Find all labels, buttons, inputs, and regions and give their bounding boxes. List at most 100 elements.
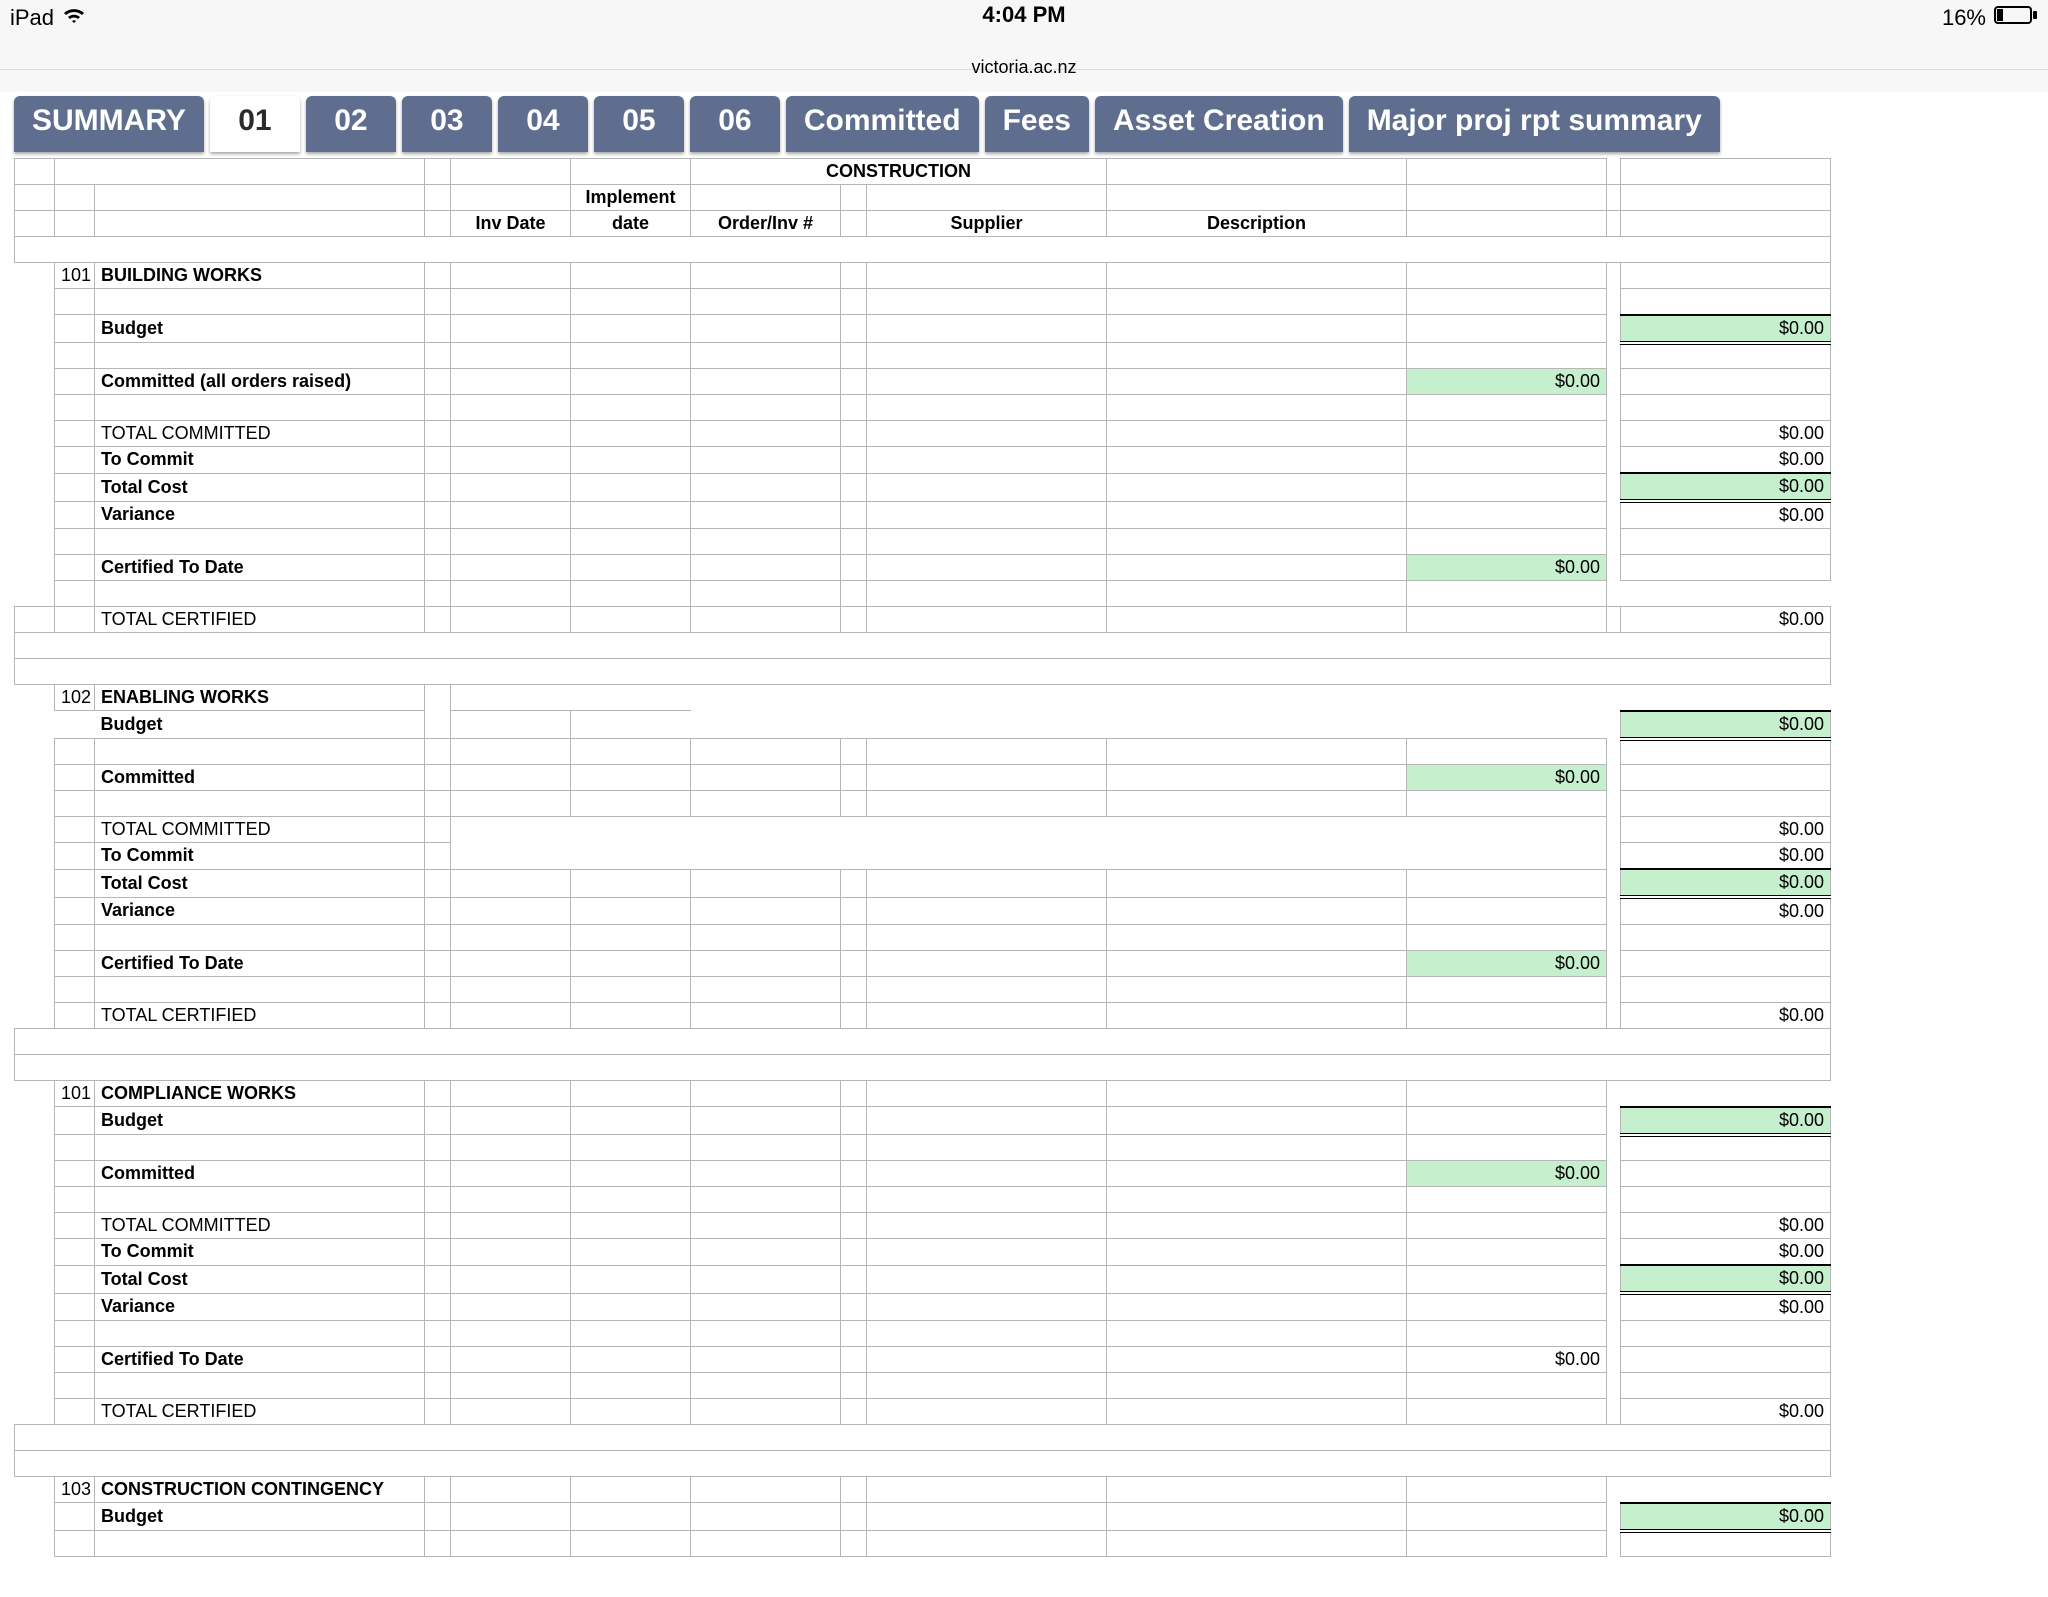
row-variance: Variance $0.00 bbox=[15, 501, 1831, 529]
row-committed: Committed $0.00 bbox=[15, 765, 1831, 791]
hdr-supplier: Supplier bbox=[867, 211, 1107, 237]
row-to-commit: To Commit $0.00 bbox=[15, 1239, 1831, 1266]
section-code: 102 bbox=[55, 685, 95, 711]
label-to-commit: To Commit bbox=[95, 1239, 425, 1266]
section-header: 102 ENABLING WORKS bbox=[15, 685, 1831, 711]
construction-table[interactable]: CONSTRUCTION Implement Inv Date date Ord… bbox=[14, 158, 1831, 1557]
val-total-committed: $0.00 bbox=[1621, 817, 1831, 843]
section-header: 101 COMPLIANCE WORKS bbox=[15, 1081, 1831, 1107]
clock-time: 4:04 PM bbox=[0, 4, 2048, 26]
worksheet-tab-bar: SUMMARY 01 02 03 04 05 06 Committed Fees… bbox=[0, 92, 2048, 158]
row-budget: Budget $0.00 bbox=[15, 1503, 1831, 1531]
val-total-committed: $0.00 bbox=[1621, 1213, 1831, 1239]
browser-chrome: 4:04 PM victoria.ac.nz bbox=[0, 36, 2048, 70]
row-to-commit: To Commit $0.00 bbox=[15, 447, 1831, 474]
label-total-cost: Total Cost bbox=[95, 869, 425, 897]
label-total-committed: TOTAL COMMITTED bbox=[95, 1213, 425, 1239]
val-total-cost: $0.00 bbox=[1621, 869, 1831, 897]
section-title: BUILDING WORKS bbox=[95, 263, 425, 289]
label-certified: Certified To Date bbox=[95, 555, 425, 581]
val-total-committed: $0.00 bbox=[1621, 421, 1831, 447]
label-variance: Variance bbox=[95, 501, 425, 529]
sheet-title: CONSTRUCTION bbox=[691, 159, 1107, 185]
tab-committed[interactable]: Committed bbox=[786, 96, 979, 152]
val-budget: $0.00 bbox=[1621, 711, 1831, 739]
label-budget: Budget bbox=[95, 711, 425, 739]
label-certified: Certified To Date bbox=[95, 951, 425, 977]
hdr-order-inv: Order/Inv # bbox=[691, 211, 841, 237]
row-certified-to-date: Certified To Date $0.00 bbox=[15, 951, 1831, 977]
val-budget: $0.00 bbox=[1621, 1503, 1831, 1531]
row-certified-to-date: Certified To Date $0.00 bbox=[15, 1347, 1831, 1373]
tab-04[interactable]: 04 bbox=[498, 96, 588, 152]
label-committed: Committed bbox=[95, 1161, 425, 1187]
val-total-certified: $0.00 bbox=[1621, 607, 1831, 633]
section-header: 103 CONSTRUCTION CONTINGENCY bbox=[15, 1477, 1831, 1503]
tab-06[interactable]: 06 bbox=[690, 96, 780, 152]
page-url: victoria.ac.nz bbox=[971, 57, 1076, 77]
tab-summary[interactable]: SUMMARY bbox=[14, 96, 204, 152]
row-total-cost: Total Cost $0.00 bbox=[15, 473, 1831, 501]
section-code: 101 bbox=[55, 263, 95, 289]
header-row-2: Inv Date date Order/Inv # Supplier Descr… bbox=[15, 211, 1831, 237]
row-total-committed: TOTAL COMMITTED $0.00 bbox=[15, 421, 1831, 447]
tab-asset-creation[interactable]: Asset Creation bbox=[1095, 96, 1343, 152]
val-variance: $0.00 bbox=[1621, 501, 1831, 529]
label-variance: Variance bbox=[95, 897, 425, 925]
label-committed-orders: Committed (all orders raised) bbox=[95, 369, 425, 395]
label-total-cost: Total Cost bbox=[95, 473, 425, 501]
row-certified-to-date: Certified To Date $0.00 bbox=[15, 555, 1831, 581]
row-budget: Budget $0.00 bbox=[15, 315, 1831, 343]
row-total-committed: TOTAL COMMITTED $0.00 bbox=[15, 817, 1831, 843]
row-total-committed: TOTAL COMMITTED $0.00 bbox=[15, 1213, 1831, 1239]
hdr-inv-date: Inv Date bbox=[451, 211, 571, 237]
row-variance: Variance $0.00 bbox=[15, 897, 1831, 925]
val-total-certified: $0.00 bbox=[1621, 1003, 1831, 1029]
label-total-certified: TOTAL CERTIFIED bbox=[95, 1399, 425, 1425]
val-committed-orders: $0.00 bbox=[1407, 369, 1607, 395]
section-title: CONSTRUCTION CONTINGENCY bbox=[95, 1477, 425, 1503]
hdr-description: Description bbox=[1107, 211, 1407, 237]
label-total-committed: TOTAL COMMITTED bbox=[95, 817, 425, 843]
val-variance: $0.00 bbox=[1621, 1293, 1831, 1321]
row-total-cost: Total Cost $0.00 bbox=[15, 869, 1831, 897]
row-budget: Budget $0.00 bbox=[15, 1107, 1831, 1135]
val-committed: $0.00 bbox=[1407, 1161, 1607, 1187]
row-total-certified: TOTAL CERTIFIED $0.00 bbox=[15, 607, 1831, 633]
section-header: 101 BUILDING WORKS bbox=[15, 263, 1831, 289]
label-certified: Certified To Date bbox=[95, 1347, 425, 1373]
hdr-implement: Implement bbox=[571, 185, 691, 211]
row-total-certified: TOTAL CERTIFIED $0.00 bbox=[15, 1399, 1831, 1425]
hdr-impl-date: date bbox=[571, 211, 691, 237]
val-variance: $0.00 bbox=[1621, 897, 1831, 925]
header-row-1: Implement bbox=[15, 185, 1831, 211]
label-to-commit: To Commit bbox=[95, 447, 425, 474]
row-total-certified: TOTAL CERTIFIED $0.00 bbox=[15, 1003, 1831, 1029]
title-row: CONSTRUCTION bbox=[15, 159, 1831, 185]
spreadsheet-body[interactable]: CONSTRUCTION Implement Inv Date date Ord… bbox=[0, 158, 2048, 1597]
tab-fees[interactable]: Fees bbox=[985, 96, 1089, 152]
tab-03[interactable]: 03 bbox=[402, 96, 492, 152]
val-total-certified: $0.00 bbox=[1621, 1399, 1831, 1425]
row-committed-orders: Committed (all orders raised) $0.00 bbox=[15, 369, 1831, 395]
tab-05[interactable]: 05 bbox=[594, 96, 684, 152]
section-title: COMPLIANCE WORKS bbox=[95, 1081, 425, 1107]
label-total-committed: TOTAL COMMITTED bbox=[95, 421, 425, 447]
val-total-cost: $0.00 bbox=[1621, 1265, 1831, 1293]
val-to-commit: $0.00 bbox=[1621, 843, 1831, 870]
row-committed: Committed $0.00 bbox=[15, 1161, 1831, 1187]
val-budget: $0.00 bbox=[1621, 315, 1831, 343]
val-to-commit: $0.00 bbox=[1621, 1239, 1831, 1266]
tab-01[interactable]: 01 bbox=[210, 96, 300, 152]
label-total-certified: TOTAL CERTIFIED bbox=[95, 607, 425, 633]
row-budget: Budget $0.00 bbox=[15, 711, 1831, 739]
label-budget: Budget bbox=[95, 1107, 425, 1135]
label-to-commit: To Commit bbox=[95, 843, 425, 870]
label-committed: Committed bbox=[95, 765, 425, 791]
tab-major-proj[interactable]: Major proj rpt summary bbox=[1349, 96, 1720, 152]
row-variance: Variance $0.00 bbox=[15, 1293, 1831, 1321]
val-total-cost: $0.00 bbox=[1621, 473, 1831, 501]
label-total-certified: TOTAL CERTIFIED bbox=[95, 1003, 425, 1029]
tab-02[interactable]: 02 bbox=[306, 96, 396, 152]
val-certified: $0.00 bbox=[1407, 951, 1607, 977]
